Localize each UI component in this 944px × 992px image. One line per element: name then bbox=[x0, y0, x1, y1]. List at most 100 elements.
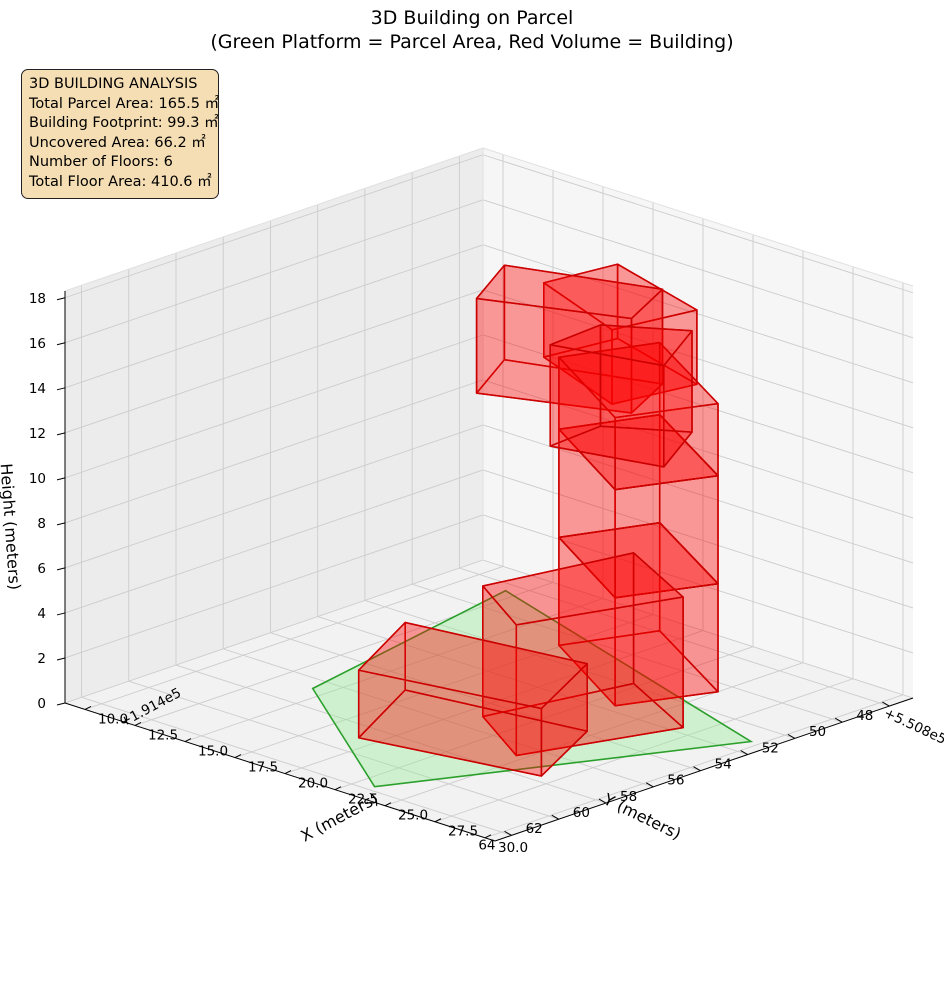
z-tick-mark bbox=[56, 297, 66, 301]
info-building-footprint: Building Footprint: 99.3 ㎡ bbox=[29, 115, 219, 132]
y-tick-label: 56 bbox=[667, 773, 684, 789]
grid-line-y-floor bbox=[364, 599, 796, 739]
info-number-of-floors: Number of Floors: 6 bbox=[29, 154, 173, 171]
building-floor-volume bbox=[357, 621, 588, 777]
y-tick-mark bbox=[787, 733, 796, 739]
floor-top-face bbox=[543, 263, 698, 331]
analysis-info-box: 3D BUILDING ANALYSIS Total Parcel Area: … bbox=[21, 69, 219, 199]
x-tick-mark bbox=[384, 802, 392, 807]
floor-top-face bbox=[558, 341, 719, 419]
z-tick-label: 4 bbox=[37, 606, 46, 622]
z-tick-label: 2 bbox=[37, 651, 46, 667]
z-tick-label: 12 bbox=[29, 426, 46, 442]
y-tick-mark bbox=[598, 798, 607, 804]
pane-edge bbox=[64, 147, 484, 292]
z-tick-label: 8 bbox=[37, 516, 46, 532]
x-axis-line bbox=[64, 702, 496, 842]
grid-line-z-left bbox=[64, 379, 484, 524]
grid-line-y-floor bbox=[270, 632, 701, 772]
chart-subtitle: (Green Platform = Parcel Area, Red Volum… bbox=[210, 31, 734, 53]
y-axis-label: Y (meters) bbox=[600, 789, 685, 843]
z-tick-mark bbox=[56, 342, 66, 346]
grid-line-z-left bbox=[64, 154, 484, 299]
y-tick-mark bbox=[693, 766, 701, 772]
chart-title: 3D Building on Parcel bbox=[370, 7, 574, 29]
y-tick-label: 48 bbox=[856, 708, 873, 724]
z-tick-mark bbox=[56, 612, 66, 616]
x-tick-label: 10.0 bbox=[98, 711, 128, 727]
grid-line-z-left bbox=[64, 424, 484, 569]
grid-line-y-floor bbox=[459, 567, 890, 707]
grid-line-z-right bbox=[482, 424, 914, 564]
grid-line-z-left bbox=[64, 334, 484, 479]
info-uncovered-area: Uncovered Area: 66.2 ㎡ bbox=[29, 134, 206, 151]
building-floor-volume bbox=[549, 324, 693, 468]
x-tick-label: 17.5 bbox=[248, 760, 278, 776]
y-tick-label: 52 bbox=[762, 740, 779, 756]
x-tick-label: 20.0 bbox=[298, 776, 328, 792]
x-tick-mark bbox=[334, 786, 342, 791]
z-tick-label: 10 bbox=[29, 471, 46, 487]
building-floor-volume bbox=[558, 341, 719, 491]
x-tick-mark bbox=[184, 738, 192, 742]
x-tick-label: 30.0 bbox=[498, 840, 528, 856]
grid-line-z-right bbox=[482, 469, 914, 609]
grid-line-y-floor bbox=[223, 648, 654, 788]
grid-line-z-right bbox=[482, 559, 914, 699]
left-back-pane bbox=[65, 148, 483, 703]
y-tick-mark bbox=[834, 717, 843, 723]
x-tick-mark bbox=[434, 818, 442, 823]
grid-line-z-right bbox=[482, 334, 914, 474]
z-tick-mark bbox=[56, 657, 66, 661]
info-total-floor-area: Total Floor Area: 410.6 ㎡ bbox=[29, 173, 212, 190]
grid-line-x-floor bbox=[434, 678, 854, 823]
y-tick-mark bbox=[645, 782, 654, 788]
y-tick-label: 50 bbox=[809, 724, 826, 740]
building-layer bbox=[357, 263, 719, 777]
parcel-platform bbox=[311, 589, 754, 788]
floor-top-face bbox=[357, 621, 588, 710]
info-total-parcel-area: Total Parcel Area: 165.5 ㎡ bbox=[29, 95, 220, 112]
y-tick-label: 58 bbox=[620, 789, 637, 805]
y-tick-label: 62 bbox=[526, 821, 543, 837]
parcel-layer bbox=[311, 589, 754, 788]
x-tick-label: 12.5 bbox=[148, 727, 178, 743]
floor-top-face bbox=[482, 552, 684, 626]
grid-line-z-left bbox=[64, 514, 484, 659]
z-tick-mark bbox=[56, 567, 66, 571]
building-floor-volume bbox=[475, 264, 664, 414]
grid-line-x-floor bbox=[84, 565, 504, 710]
x-tick-label: 25.0 bbox=[398, 808, 428, 824]
y-tick-label: 60 bbox=[573, 805, 590, 821]
z-tick-label: 18 bbox=[29, 291, 46, 307]
grid-line-z-right bbox=[482, 244, 914, 384]
floor-top-face bbox=[475, 264, 664, 320]
grid-line-z-left bbox=[64, 559, 484, 704]
y-tick-mark bbox=[504, 830, 512, 836]
x-tick-mark bbox=[84, 705, 92, 710]
z-tick-label: 6 bbox=[37, 561, 46, 577]
y-tick-mark bbox=[882, 701, 890, 707]
grid-line-x-floor bbox=[484, 694, 904, 839]
building-floor-volume bbox=[482, 552, 684, 757]
grid-line-z-left bbox=[64, 199, 484, 344]
z-tick-mark bbox=[56, 432, 66, 436]
z-axis-label: Height (meters) bbox=[0, 463, 24, 591]
grid-line-y-floor bbox=[412, 583, 843, 723]
info-box-heading: 3D BUILDING ANALYSIS bbox=[29, 76, 198, 92]
grid-line-y-floor bbox=[175, 664, 607, 804]
building-floor-volume bbox=[558, 413, 719, 599]
z-tick-label: 14 bbox=[29, 381, 46, 397]
y-tick-mark bbox=[740, 750, 748, 755]
grid-line-z-right bbox=[482, 154, 914, 294]
grid-line-x-floor bbox=[384, 662, 804, 807]
x-tick-mark bbox=[484, 834, 492, 839]
grid-line-z-left bbox=[64, 244, 484, 389]
right-back-pane bbox=[483, 148, 913, 698]
x-axis-label: X (meters) bbox=[297, 789, 381, 846]
pane-edge bbox=[482, 147, 914, 287]
grid-line-z-right bbox=[482, 289, 914, 429]
x-tick-mark bbox=[134, 722, 142, 726]
